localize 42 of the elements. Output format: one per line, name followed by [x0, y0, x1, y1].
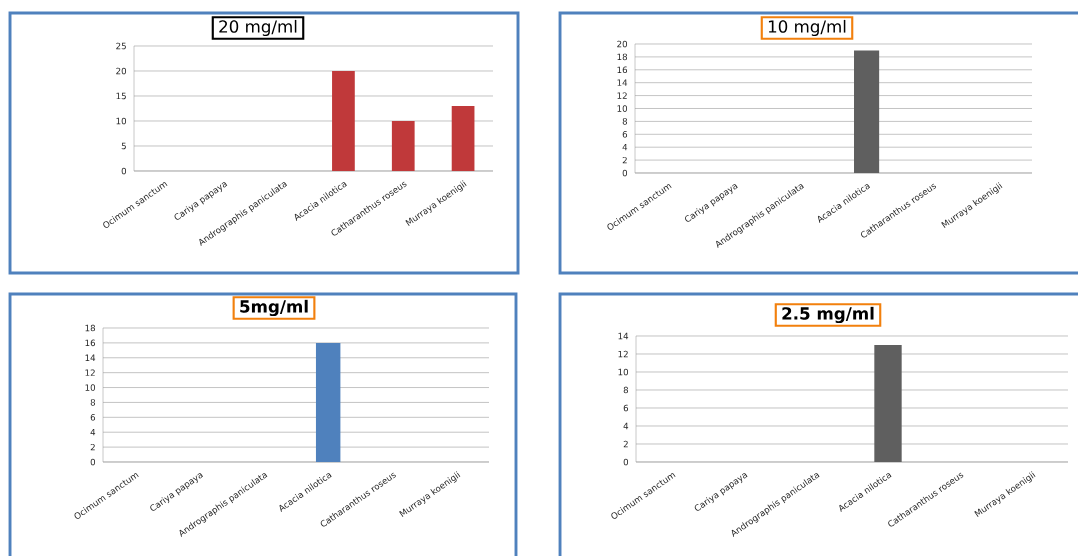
y-tick-label: 8 — [90, 399, 96, 406]
y-tick-label: 10 — [618, 368, 629, 376]
chart-title: 20 mg/ml — [219, 19, 297, 37]
y-tick-label: 4 — [623, 422, 629, 430]
y-tick-label: 0 — [622, 169, 628, 177]
y-tick-label: 12 — [617, 92, 627, 99]
y-tick-label: 15 — [116, 92, 126, 100]
bar — [332, 70, 355, 171]
y-tick-label: 14 — [618, 332, 629, 340]
y-tick-label: 12 — [618, 350, 628, 358]
bar — [391, 120, 415, 171]
y-tick-label: 20 — [617, 40, 628, 48]
y-tick-label: 10 — [116, 117, 127, 125]
bar — [451, 105, 475, 171]
y-tick-label: 4 — [90, 429, 96, 436]
y-tick-label: 20 — [116, 67, 127, 75]
y-tick-label: 6 — [90, 414, 96, 421]
y-tick-label: 0 — [623, 458, 629, 466]
y-tick-label: 16 — [85, 339, 96, 347]
y-tick-label: 16 — [617, 66, 628, 74]
chart-title: 2.5 mg/ml — [782, 306, 874, 324]
y-tick-label: 8 — [622, 118, 628, 125]
y-tick-label: 14 — [617, 79, 628, 86]
chart-title: 10 mg/ml — [768, 19, 846, 37]
y-tick-label: 12 — [85, 369, 95, 376]
y-tick-label: 5 — [121, 142, 126, 150]
y-tick-label: 25 — [116, 42, 126, 50]
y-tick-label: 18 — [617, 53, 628, 61]
y-tick-label: 0 — [121, 167, 127, 175]
y-tick-label: 18 — [85, 324, 96, 332]
y-tick-label: 2 — [623, 440, 628, 448]
y-tick-label: 10 — [85, 384, 96, 391]
y-tick-label: 6 — [622, 131, 628, 138]
y-tick-label: 2 — [622, 156, 627, 164]
chart-title: 5mg/ml — [240, 299, 308, 317]
y-tick-label: 2 — [90, 443, 95, 451]
y-tick-label: 6 — [623, 404, 629, 412]
y-tick-label: 4 — [622, 144, 628, 151]
y-tick-label: 14 — [85, 354, 96, 361]
y-tick-label: 10 — [617, 105, 628, 112]
y-tick-label: 0 — [90, 458, 96, 466]
y-tick-label: 8 — [623, 386, 629, 394]
